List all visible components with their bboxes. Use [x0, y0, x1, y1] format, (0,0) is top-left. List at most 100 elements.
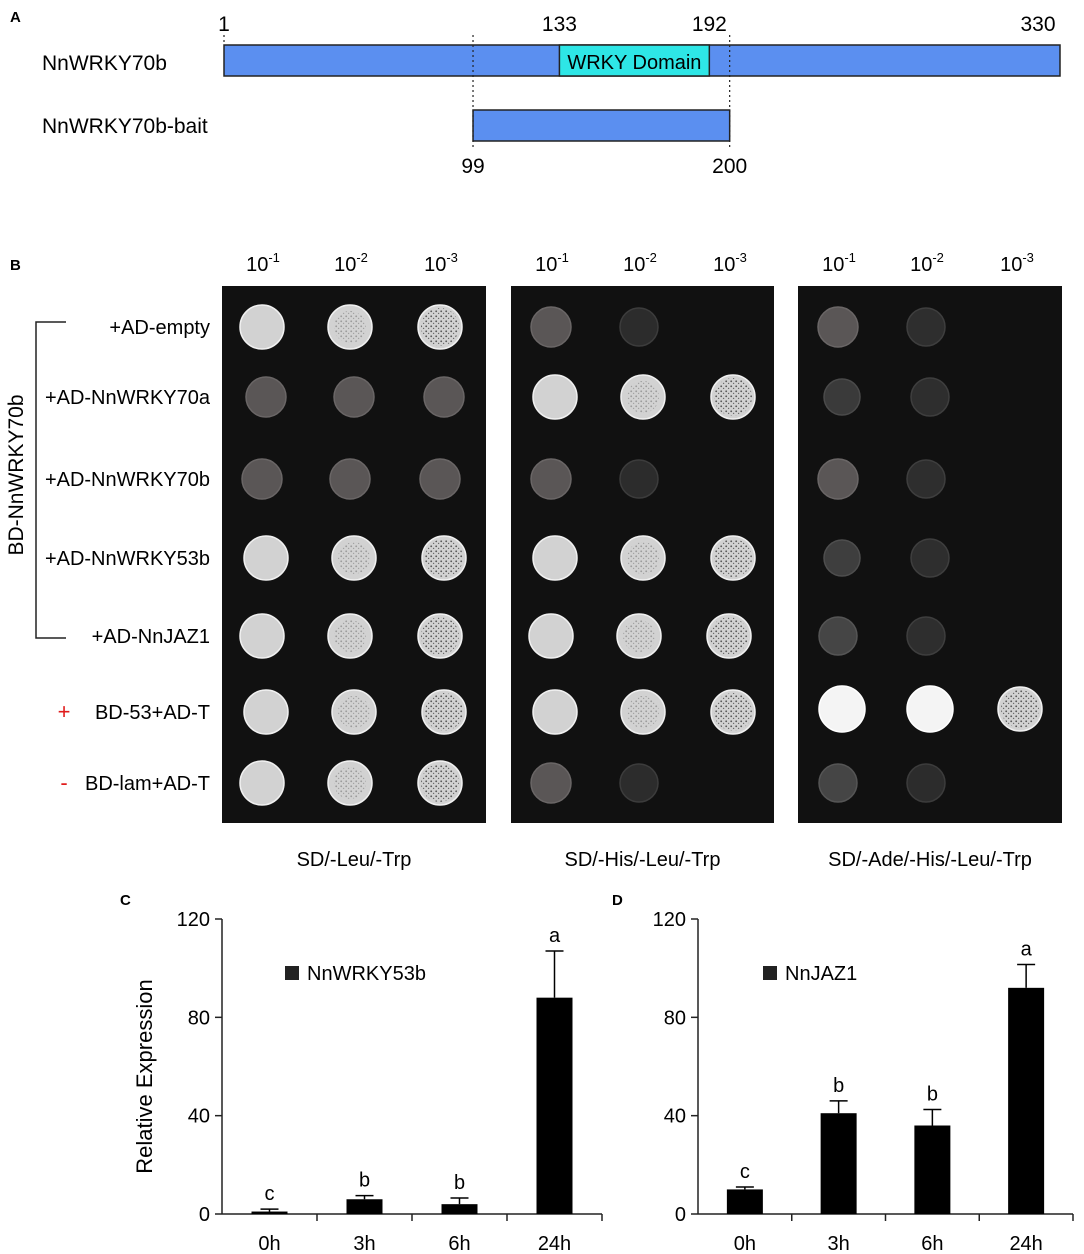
colony-texture [425, 539, 463, 577]
y-tick-label: 0 [675, 1204, 686, 1226]
significance-letter: b [454, 1172, 465, 1194]
plate-medium-label: SD/-Ade/-His/-Leu/-Trp [828, 849, 1032, 871]
tick-label-start: 1 [218, 13, 230, 36]
x-tick-label: 3h [828, 1233, 850, 1254]
yeast-colony-spot [818, 685, 866, 733]
row-label: +AD-NnWRKY70b [45, 469, 210, 491]
x-tick-label: 3h [353, 1233, 375, 1254]
legend-swatch [763, 966, 777, 980]
y-tick-label: 120 [653, 909, 686, 931]
colony-texture [334, 767, 366, 799]
y-tick-label: 80 [664, 1007, 686, 1029]
dilution-label: 10-1 [535, 250, 569, 276]
significance-letter: b [927, 1084, 938, 1106]
y-tick-label: 120 [177, 909, 210, 931]
yeast-colony-spot [239, 760, 285, 806]
yeast-colony-spot [239, 613, 285, 659]
significance-letter: c [265, 1183, 275, 1205]
protein-label: NnWRKY70b [42, 52, 167, 75]
yeast-colony-spot [817, 458, 859, 500]
significance-letter: c [740, 1161, 750, 1183]
control-marker: - [60, 770, 67, 795]
yeast-colony-spot [530, 458, 572, 500]
y-tick-label: 80 [188, 1007, 210, 1029]
bar-charts: C 0 40 80 120 Relative Expression c 0h b 3h b 6h a 24… [120, 892, 1074, 1254]
legend-swatch [285, 966, 299, 980]
colony-texture [714, 693, 752, 731]
tick-label-domain-start: 133 [542, 13, 577, 36]
x-tick-label: 6h [448, 1233, 470, 1254]
colony-texture [421, 764, 459, 802]
yeast-colony-spot [243, 689, 289, 735]
dilution-exponent: -2 [645, 250, 657, 265]
row-label: +AD-NnWRKY53b [45, 548, 210, 570]
yeast-colony-spot [906, 459, 946, 499]
bar [251, 1211, 288, 1214]
bar [820, 1113, 857, 1214]
yeast-colony-spot [906, 307, 946, 347]
dilution-exponent: -1 [557, 250, 569, 265]
yeast-colony-spot [823, 378, 861, 416]
panel-letter: D [612, 892, 623, 909]
row-label: BD-53+AD-T [95, 702, 210, 724]
bar [536, 997, 573, 1214]
x-tick-label: 24h [1009, 1233, 1042, 1254]
dilution-exponent: -1 [844, 250, 856, 265]
tick-label-domain-end: 192 [692, 13, 727, 36]
x-tick-label: 0h [734, 1233, 756, 1254]
colony-texture [627, 542, 659, 574]
plate-medium-label: SD/-Leu/-Trp [297, 849, 412, 871]
dilution-label: 10-2 [623, 250, 657, 276]
yeast-colony-spot [329, 458, 371, 500]
wrky-domain-box [558, 44, 711, 77]
x-tick-label: 6h [921, 1233, 943, 1254]
yeast-colony-spot [817, 306, 859, 348]
dilution-exponent: -2 [356, 250, 368, 265]
bar [441, 1204, 478, 1214]
dilution-exponent: -3 [735, 250, 747, 265]
dilution-exponent: -3 [1022, 250, 1034, 265]
yeast-colony-spot [818, 763, 858, 803]
bait-label: NnWRKY70b-bait [42, 115, 208, 138]
y-tick-label: 40 [664, 1106, 686, 1128]
yeast-colony-spot [619, 763, 659, 803]
legend-label: NnWRKY53b [307, 963, 426, 985]
yeast-colony-spot [619, 307, 659, 347]
yeast-colony-spot [245, 376, 287, 418]
bait-bar [472, 109, 731, 142]
colony-texture [627, 381, 659, 413]
group-bracket [35, 321, 66, 639]
yeast-colony-spot [532, 374, 578, 420]
dilution-label: 10-3 [424, 250, 458, 276]
yeast-colony-spot [906, 685, 954, 733]
significance-letter: a [549, 925, 561, 947]
panel-letter: C [120, 892, 131, 909]
colony-texture [421, 617, 459, 655]
panel-b-yeast-two-hybrid: B BD-NnWRKY70b +AD-empty +AD-NnWRKY70a +AD… [5, 250, 1062, 871]
tick-label-bait-end: 200 [712, 155, 747, 178]
group-label: BD-NnWRKY70b [5, 394, 28, 555]
significance-letter: a [1021, 938, 1033, 960]
bar [346, 1199, 383, 1214]
colony-texture [338, 696, 370, 728]
row-label: +AD-NnJAZ1 [92, 626, 210, 648]
x-tick-label: 24h [538, 1233, 571, 1254]
colony-texture [714, 378, 752, 416]
dilution-label: 10-1 [822, 250, 856, 276]
colony-texture [627, 696, 659, 728]
dilution-label: 10-2 [910, 250, 944, 276]
bar [1008, 987, 1045, 1214]
wrky-domain-label: WRKY Domain [567, 52, 701, 74]
bar [914, 1125, 951, 1214]
yeast-colony-spot [532, 689, 578, 735]
dilution-label: 10-1 [246, 250, 280, 276]
panel-a-letter: A [10, 9, 21, 26]
yeast-colony-spot [532, 535, 578, 581]
panel-b-letter: B [10, 257, 21, 274]
tick-label-end: 330 [1020, 13, 1055, 36]
colony-texture [334, 311, 366, 343]
yeast-colony-spot [528, 613, 574, 659]
colony-texture [1001, 690, 1039, 728]
plate-medium-label: SD/-His/-Leu/-Trp [565, 849, 721, 871]
